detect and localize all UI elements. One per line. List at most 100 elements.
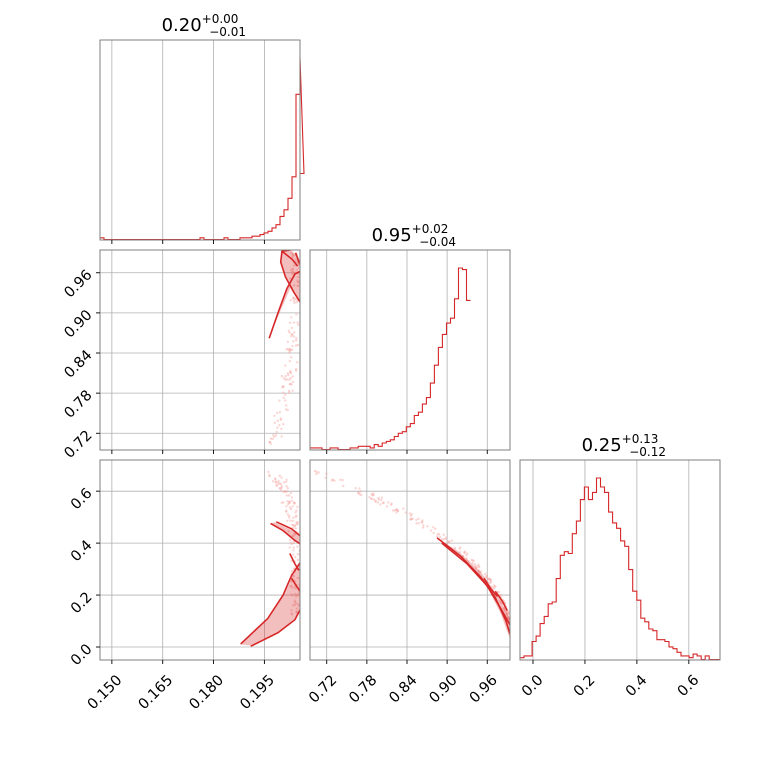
sample-point <box>301 544 303 546</box>
sample-point <box>284 393 287 397</box>
ytick-label-p2-1: 0.78 <box>62 387 96 421</box>
sample-point <box>278 482 281 485</box>
sample-point <box>296 279 299 282</box>
sample-point <box>497 591 500 594</box>
ytick-label-p2-2: 0.84 <box>62 347 96 381</box>
sample-point <box>465 557 468 560</box>
contour-line-5 <box>289 553 300 571</box>
sample-point <box>291 268 294 271</box>
sample-point <box>357 491 360 494</box>
sample-point <box>395 508 398 511</box>
sample-point <box>288 514 291 518</box>
panel-2-1-frame <box>309 459 511 661</box>
sample-point <box>372 492 375 495</box>
sample-point <box>280 476 283 479</box>
sample-point <box>426 525 429 528</box>
histogram-2 <box>310 267 471 451</box>
sample-point <box>368 496 371 499</box>
sample-point <box>289 377 292 380</box>
sample-point <box>289 382 292 386</box>
xtick-label-p1-3: 0.195 <box>237 672 278 713</box>
sample-point <box>404 511 407 514</box>
sample-point <box>279 418 283 422</box>
sample-point <box>0 250 1 252</box>
sample-point <box>302 588 304 590</box>
sample-point <box>285 478 288 481</box>
sample-point <box>302 265 304 267</box>
sample-point <box>285 494 288 497</box>
sample-point <box>284 510 288 513</box>
contour-line-1 <box>279 250 300 304</box>
sample-point <box>374 499 377 502</box>
sample-point <box>288 506 292 509</box>
sample-point <box>360 493 363 497</box>
sample-point <box>271 437 274 441</box>
sample-point <box>282 396 285 399</box>
sample-point <box>458 550 462 554</box>
sample-point <box>276 426 279 429</box>
sample-point <box>293 599 297 602</box>
sample-point <box>278 474 281 477</box>
sample-point <box>290 496 294 499</box>
sample-point <box>395 508 399 511</box>
sample-point <box>292 553 295 556</box>
sample-point <box>292 567 296 570</box>
sample-point <box>290 383 293 386</box>
sample-point <box>286 408 289 412</box>
sample-point <box>296 275 300 279</box>
sample-point <box>411 517 414 520</box>
contour-line-0 <box>436 537 510 635</box>
sample-point <box>295 610 298 614</box>
sample-point <box>421 521 424 524</box>
sample-point <box>465 554 468 557</box>
sample-point <box>295 514 298 517</box>
sample-point <box>417 517 420 520</box>
sample-point <box>293 533 297 536</box>
sample-point <box>290 559 293 563</box>
sample-point <box>273 414 276 417</box>
sample-point <box>293 603 297 607</box>
sample-point <box>296 361 299 364</box>
sample-point <box>289 277 292 280</box>
sample-point <box>296 558 300 561</box>
sample-point <box>502 607 506 610</box>
sample-point <box>330 479 334 482</box>
sample-point <box>280 484 283 488</box>
sample-point <box>379 503 382 506</box>
sample-point <box>292 501 295 504</box>
sample-point <box>292 574 295 578</box>
contour-line-1 <box>250 608 300 647</box>
sample-point <box>466 552 469 555</box>
sample-point <box>488 578 491 581</box>
sample-point <box>296 553 300 556</box>
sample-point <box>290 316 293 319</box>
panel-2-0-frame <box>99 459 301 661</box>
sample-point <box>288 349 291 352</box>
sample-point <box>302 295 304 297</box>
sample-point <box>0 250 1 252</box>
sample-point <box>315 472 318 476</box>
sample-point <box>390 503 393 506</box>
sample-point <box>507 616 510 620</box>
sample-point <box>275 480 278 484</box>
sample-point <box>479 570 483 573</box>
sample-point <box>297 604 300 607</box>
sample-point <box>286 490 289 493</box>
sample-point <box>507 611 510 614</box>
hist-1-frame <box>99 39 301 241</box>
sample-point <box>291 586 294 589</box>
sample-point <box>280 427 283 430</box>
sample-point <box>297 267 300 270</box>
sample-point <box>285 485 288 488</box>
contour-line-2 <box>270 522 300 545</box>
sample-point <box>288 347 291 351</box>
sample-point <box>300 252 302 254</box>
title-param-1: 0.20+0.00 <box>162 12 239 36</box>
sample-point <box>0 615 1 617</box>
sample-point <box>301 301 303 303</box>
sample-point <box>291 375 294 378</box>
sample-point <box>288 360 291 363</box>
sample-point <box>395 511 398 514</box>
sample-point <box>294 587 297 590</box>
sample-point <box>291 253 295 256</box>
